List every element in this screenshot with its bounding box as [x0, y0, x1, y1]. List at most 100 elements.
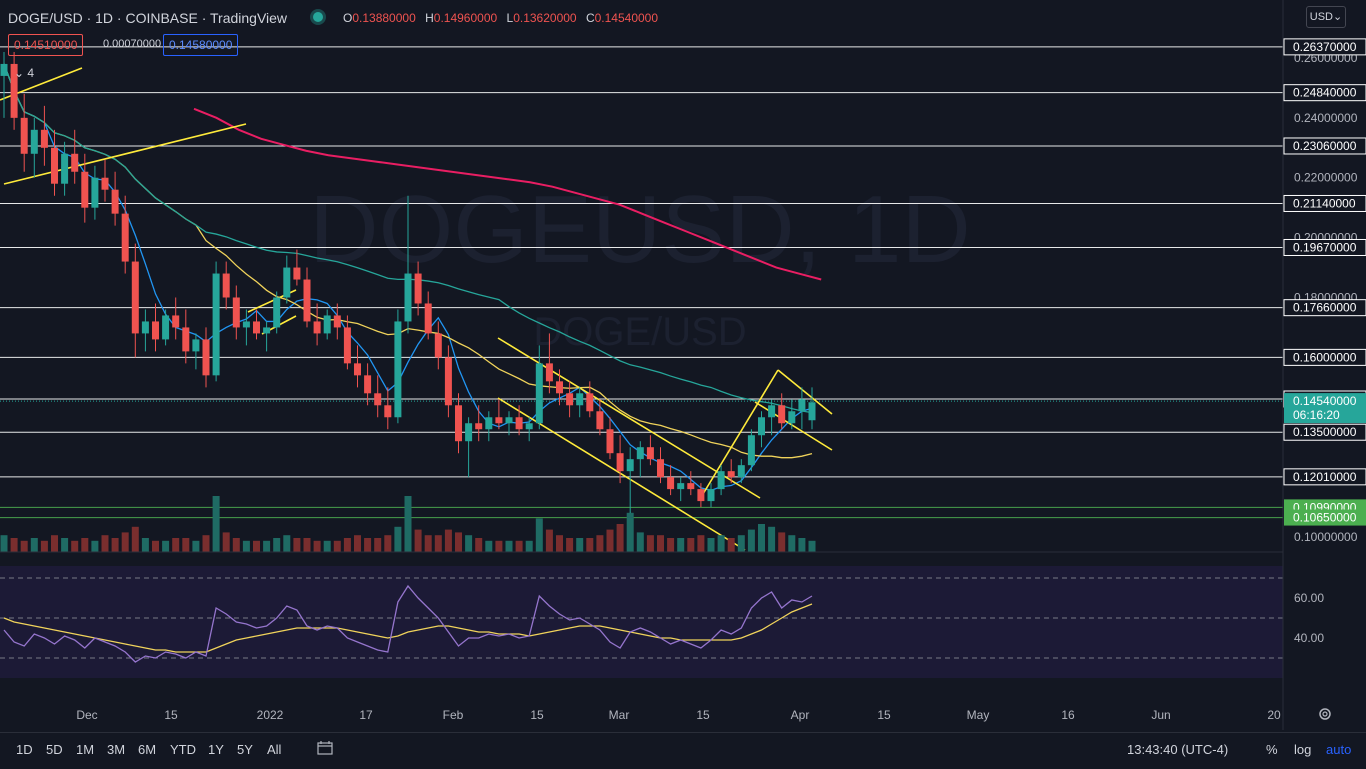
candle-body[interactable] [152, 321, 159, 340]
candle-body[interactable] [677, 483, 685, 490]
candle-body[interactable] [131, 261, 139, 334]
candle-body[interactable] [40, 129, 48, 148]
buy-price-button[interactable]: 0.14580000 [163, 34, 239, 56]
candle-body[interactable] [323, 315, 331, 334]
candle-body[interactable] [51, 147, 58, 184]
timeframe-3m[interactable]: 3M [107, 742, 126, 757]
candle-body[interactable] [283, 267, 291, 298]
percent-toggle[interactable]: % [1266, 742, 1278, 757]
candle-body[interactable] [636, 447, 644, 460]
trendline[interactable] [702, 369, 779, 495]
trendline[interactable] [777, 369, 833, 415]
sell-price-button[interactable]: 0.14510000 [8, 34, 84, 56]
candle-body[interactable] [141, 321, 149, 334]
candle-body[interactable] [727, 471, 735, 478]
timeframe-5d[interactable]: 5D [46, 742, 63, 757]
candle-body[interactable] [30, 129, 38, 154]
candle-body[interactable] [404, 273, 412, 322]
currency-select[interactable]: USD⌄ [1306, 6, 1346, 28]
candle-body[interactable] [172, 315, 180, 328]
candle-body[interactable] [434, 333, 442, 358]
candle-body[interactable] [121, 213, 129, 262]
candle-body[interactable] [576, 393, 584, 406]
candle-body[interactable] [697, 489, 705, 502]
candle-body[interactable] [646, 447, 654, 460]
candle-body[interactable] [707, 489, 715, 502]
candle-body[interactable] [0, 63, 8, 76]
candle-body[interactable] [81, 171, 89, 208]
gear-icon[interactable] [1317, 706, 1333, 722]
candle-body[interactable] [747, 435, 755, 466]
candle-body[interactable] [626, 459, 634, 472]
candle-body[interactable] [101, 177, 109, 190]
candle-body[interactable] [10, 63, 18, 118]
date-range-icon[interactable] [317, 741, 333, 755]
candle-body[interactable] [222, 273, 230, 298]
timeframe-1y[interactable]: 1Y [208, 742, 224, 757]
candle-body[interactable] [212, 273, 220, 376]
candle-body[interactable] [515, 417, 523, 430]
candle-body[interactable] [505, 417, 513, 424]
candle-body[interactable] [798, 399, 806, 412]
candle-body[interactable] [303, 279, 311, 322]
candle-body[interactable] [737, 465, 745, 478]
trendline[interactable] [754, 401, 833, 451]
candle-body[interactable] [808, 402, 816, 421]
candle-body[interactable] [616, 453, 624, 472]
candle-body[interactable] [465, 423, 473, 442]
candle-body[interactable] [606, 429, 614, 454]
candle-body[interactable] [667, 477, 675, 490]
timeframe-1d[interactable]: 1D [16, 742, 33, 757]
candle-body[interactable] [263, 327, 271, 334]
candle-body[interactable] [758, 417, 765, 436]
candle-body[interactable] [545, 363, 553, 382]
candle-body[interactable] [343, 327, 351, 364]
candle-body[interactable] [232, 297, 240, 328]
candle-body[interactable] [788, 411, 796, 424]
candle-body[interactable] [364, 375, 372, 394]
candle-body[interactable] [111, 189, 119, 214]
candle-body[interactable] [333, 315, 341, 328]
candle-body[interactable] [313, 321, 321, 334]
candle-body[interactable] [414, 273, 422, 304]
candle-body[interactable] [91, 177, 99, 208]
candle-body[interactable] [384, 405, 392, 418]
candle-body[interactable] [717, 471, 725, 490]
indicators-toggle[interactable]: ⌄ 4 [14, 66, 34, 80]
candle-body[interactable] [242, 321, 250, 328]
trendline[interactable] [3, 123, 247, 185]
candle-body[interactable] [535, 363, 543, 424]
candle-body[interactable] [61, 153, 69, 184]
timeframe-5y[interactable]: 5Y [237, 742, 253, 757]
candle-body[interactable] [657, 459, 664, 478]
symbol-title[interactable]: DOGE/USD · 1D · COINBASE · TradingView [8, 10, 288, 26]
candle-body[interactable] [444, 357, 452, 406]
candle-body[interactable] [485, 417, 493, 430]
candle-body[interactable] [71, 153, 79, 172]
timeframe-6m[interactable]: 6M [138, 742, 157, 757]
candle-body[interactable] [778, 405, 786, 424]
candle-body[interactable] [354, 363, 361, 376]
candle-body[interactable] [424, 303, 432, 334]
auto-toggle[interactable]: auto [1326, 742, 1352, 757]
candle-body[interactable] [475, 423, 483, 430]
candle-body[interactable] [768, 405, 776, 418]
candle-body[interactable] [455, 405, 462, 442]
candle-body[interactable] [586, 393, 594, 412]
candle-body[interactable] [687, 483, 695, 490]
candle-body[interactable] [293, 267, 301, 280]
candle-body[interactable] [253, 321, 260, 334]
candle-body[interactable] [556, 381, 563, 394]
candle-body[interactable] [374, 393, 382, 406]
candle-body[interactable] [162, 315, 170, 340]
timeframe-1m[interactable]: 1M [76, 742, 95, 757]
timezone-clock[interactable]: 13:43:40 (UTC-4) [1127, 742, 1229, 757]
candle-body[interactable] [182, 327, 190, 352]
candle-body[interactable] [566, 393, 574, 406]
log-toggle[interactable]: log [1294, 742, 1312, 757]
candle-body[interactable] [202, 339, 210, 376]
candle-body[interactable] [495, 417, 503, 424]
candle-body[interactable] [273, 297, 281, 328]
timeframe-all[interactable]: All [267, 742, 282, 757]
